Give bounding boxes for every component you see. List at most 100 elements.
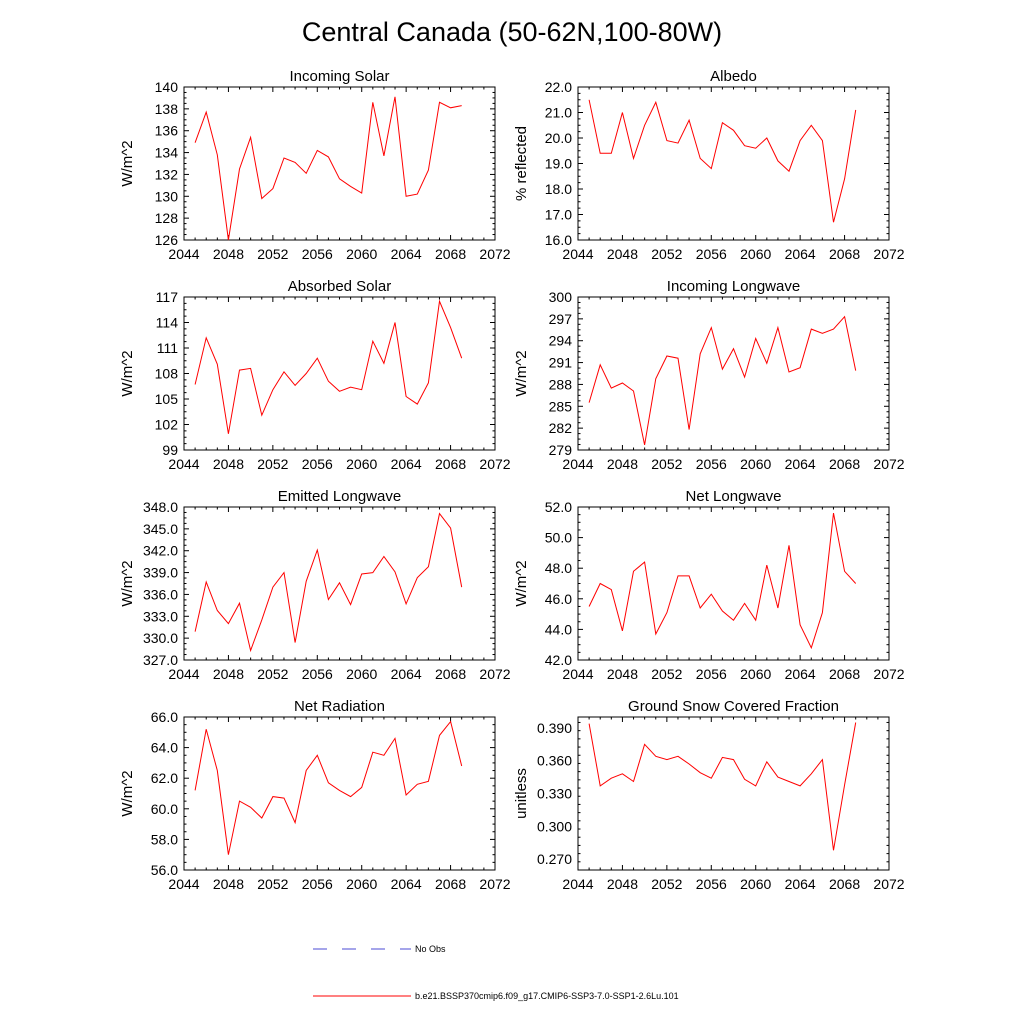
panel-title: Net Longwave <box>686 488 782 505</box>
chart-panel: Net Radiation W/m^2 2044 2048 2052 2056 2060 20… <box>119 698 511 892</box>
y-tick-label: 58.0 <box>151 831 178 847</box>
x-tick-label: 2044 <box>168 246 199 262</box>
x-tick-label: 2048 <box>213 666 244 682</box>
x-tick-label: 2072 <box>873 246 904 262</box>
y-axis-label: W/m^2 <box>119 350 136 396</box>
x-tick-label: 2048 <box>213 876 244 892</box>
x-tick-label: 2044 <box>168 456 199 472</box>
y-axis-label: unitless <box>513 768 530 819</box>
x-tick-label: 2068 <box>435 246 466 262</box>
y-tick-label: 50.0 <box>545 530 572 546</box>
x-tick-label: 2068 <box>829 456 860 472</box>
y-tick-label: 111 <box>157 340 178 356</box>
x-tick-label: 2068 <box>829 876 860 892</box>
y-tick-label: 0.360 <box>537 753 572 769</box>
y-tick-label: 0.330 <box>537 786 572 802</box>
x-tick-label: 2060 <box>346 246 377 262</box>
y-tick-label: 19.0 <box>545 156 572 172</box>
y-tick-label: 140 <box>155 79 179 95</box>
series-line <box>588 722 857 851</box>
y-tick-label: 66.0 <box>151 709 178 725</box>
y-tick-label: 18.0 <box>545 181 572 197</box>
x-tick-label: 2052 <box>257 876 288 892</box>
x-tick-label: 2060 <box>740 246 771 262</box>
panel-title: Albedo <box>710 68 757 85</box>
x-tick-label: 2068 <box>435 876 466 892</box>
x-tick-label: 2048 <box>607 456 638 472</box>
x-tick-label: 2048 <box>213 456 244 472</box>
x-tick-label: 2064 <box>785 666 816 682</box>
x-tick-label: 2056 <box>696 666 727 682</box>
y-tick-label: 62.0 <box>151 770 178 786</box>
y-tick-label: 136 <box>155 123 179 139</box>
x-tick-label: 2060 <box>740 666 771 682</box>
panel-title: Incoming Longwave <box>667 278 800 295</box>
y-tick-label: 20.0 <box>545 130 572 146</box>
y-tick-label: 48.0 <box>545 560 572 576</box>
y-tick-label: 17.0 <box>545 207 572 223</box>
x-tick-label: 2048 <box>213 246 244 262</box>
x-tick-label: 2064 <box>785 246 816 262</box>
x-tick-label: 2072 <box>479 246 510 262</box>
y-tick-label: 99 <box>162 442 178 458</box>
x-tick-label: 2064 <box>785 456 816 472</box>
chart-panel: Absorbed Solar W/m^2 2044 2048 2052 2056 2060 2… <box>119 278 511 472</box>
x-tick-label: 2044 <box>562 456 593 472</box>
x-tick-label: 2056 <box>696 246 727 262</box>
x-tick-label: 2060 <box>346 666 377 682</box>
y-tick-label: 330.0 <box>143 630 178 646</box>
y-axis-label: W/m^2 <box>119 560 136 606</box>
series-line <box>588 315 857 446</box>
x-tick-label: 2068 <box>435 456 466 472</box>
series-line <box>588 513 857 650</box>
x-tick-label: 2064 <box>391 246 422 262</box>
y-tick-label: 297 <box>549 311 573 327</box>
y-tick-label: 102 <box>155 417 179 433</box>
y-axis-label: W/m^2 <box>513 560 530 606</box>
x-tick-label: 2072 <box>873 456 904 472</box>
panel-title: Net Radiation <box>294 698 385 715</box>
y-tick-label: 134 <box>155 145 179 161</box>
y-tick-label: 345.0 <box>143 521 178 537</box>
x-tick-label: 2044 <box>562 666 593 682</box>
y-tick-label: 0.300 <box>537 818 572 834</box>
legend-label: No Obs <box>415 944 446 954</box>
y-axis-label: % reflected <box>513 126 530 201</box>
x-tick-label: 2052 <box>651 246 682 262</box>
plot-frame <box>577 296 890 451</box>
y-tick-label: 285 <box>549 398 573 414</box>
x-tick-label: 2068 <box>829 666 860 682</box>
y-tick-label: 339.0 <box>143 565 178 581</box>
x-tick-label: 2060 <box>740 456 771 472</box>
chart-panel: Incoming Longwave W/m^2 2044 2048 2052 2056 20… <box>513 278 905 472</box>
x-tick-label: 2052 <box>257 246 288 262</box>
panel-grid: Incoming Solar W/m^2 2044 2048 2052 2056 2060 2… <box>119 68 905 892</box>
y-tick-label: 300 <box>549 289 573 305</box>
x-tick-label: 2048 <box>607 876 638 892</box>
x-tick-label: 2044 <box>562 246 593 262</box>
chart-panel: Net Longwave W/m^2 2044 2048 2052 2056 2060 206… <box>513 488 905 682</box>
y-tick-label: 282 <box>549 420 573 436</box>
y-tick-label: 46.0 <box>545 591 572 607</box>
x-tick-label: 2072 <box>873 666 904 682</box>
x-tick-label: 2044 <box>168 666 199 682</box>
x-tick-label: 2064 <box>391 456 422 472</box>
y-tick-label: 279 <box>549 442 573 458</box>
x-tick-label: 2052 <box>651 666 682 682</box>
y-tick-label: 16.0 <box>545 232 572 248</box>
x-tick-label: 2048 <box>607 666 638 682</box>
panel-title: Emitted Longwave <box>278 488 401 505</box>
panel-title: Absorbed Solar <box>288 278 391 295</box>
x-tick-label: 2060 <box>346 876 377 892</box>
y-tick-label: 327.0 <box>143 652 178 668</box>
series-line <box>194 720 463 855</box>
y-tick-label: 42.0 <box>545 652 572 668</box>
x-tick-label: 2072 <box>479 876 510 892</box>
series-line <box>588 99 857 223</box>
y-tick-label: 342.0 <box>143 543 178 559</box>
x-tick-label: 2068 <box>829 246 860 262</box>
y-tick-label: 348.0 <box>143 499 178 515</box>
y-axis-label: W/m^2 <box>119 770 136 816</box>
legend: No Obs b.e21.BSSP370cmip6.f09_g17.CMIP6-S… <box>313 944 679 1001</box>
